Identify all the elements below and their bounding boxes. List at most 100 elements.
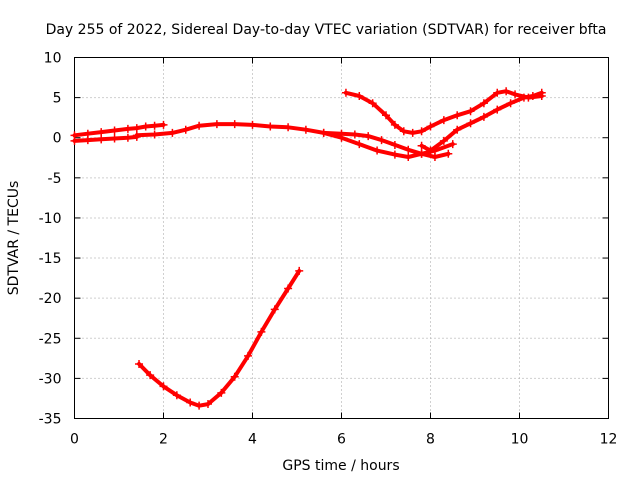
y-tick-label: -30	[39, 371, 62, 387]
data-point	[301, 125, 310, 134]
data-point	[368, 99, 377, 108]
data-point	[373, 146, 382, 155]
data-point	[110, 126, 119, 135]
data-point	[417, 127, 426, 136]
y-tick-label: 5	[53, 91, 62, 107]
data-point	[506, 99, 515, 108]
data-point	[408, 128, 417, 137]
data-point	[132, 131, 141, 140]
y-tick-label: -20	[39, 291, 62, 307]
y-tick-label: 0	[53, 131, 62, 147]
data-point	[453, 125, 462, 134]
data-point	[212, 120, 221, 129]
data-point	[257, 327, 266, 336]
data-point	[319, 128, 328, 137]
data-point	[439, 116, 448, 125]
x-tick-label: 8	[426, 432, 435, 448]
data-point	[83, 136, 92, 145]
data-point	[195, 401, 204, 410]
data-point	[493, 88, 502, 97]
data-point	[382, 111, 390, 120]
x-tick-label: 2	[159, 432, 168, 448]
data-point	[284, 284, 293, 293]
x-tick-label: 10	[511, 432, 529, 448]
data-point	[355, 140, 364, 149]
series-layer	[70, 87, 546, 410]
series-satellite-track-3	[132, 120, 457, 161]
data-point	[168, 128, 177, 137]
data-point	[417, 149, 426, 158]
data-point	[364, 132, 373, 141]
chart-title: Day 255 of 2022, Sidereal Day-to-day VTE…	[46, 22, 607, 38]
data-point	[195, 121, 204, 130]
data-point	[390, 150, 399, 159]
data-point	[341, 88, 350, 97]
data-point	[97, 128, 106, 137]
data-point	[479, 112, 488, 121]
data-point	[266, 122, 275, 131]
data-point	[135, 359, 144, 368]
data-point	[230, 120, 239, 129]
data-point	[466, 107, 475, 116]
data-point	[519, 93, 528, 102]
data-point	[110, 134, 119, 143]
tick-layer: 0 2 4 6 8 10 12 10 5 0 -5 -10 -15 -20 -25 -30 -35	[39, 51, 618, 448]
data-point	[448, 140, 457, 149]
data-point	[390, 120, 399, 129]
data-point	[466, 119, 475, 128]
data-point	[295, 266, 304, 275]
data-point	[172, 391, 181, 400]
data-point	[141, 122, 150, 131]
series-line	[321, 130, 451, 159]
series-satellite-track-5	[341, 87, 546, 137]
data-point	[479, 99, 488, 108]
data-point	[150, 121, 159, 130]
data-point	[426, 122, 435, 131]
data-point	[430, 152, 439, 161]
data-point	[230, 372, 239, 381]
data-point	[284, 123, 293, 132]
data-point	[248, 120, 257, 129]
series-line	[137, 268, 302, 408]
data-point	[537, 88, 546, 97]
data-point	[123, 133, 132, 142]
data-point	[159, 120, 168, 129]
x-tick-label: 4	[248, 432, 257, 448]
x-tick-label: 6	[337, 432, 346, 448]
data-point	[181, 125, 190, 134]
series-satellite-track-6	[417, 88, 546, 155]
data-point	[217, 388, 226, 397]
data-point	[146, 371, 155, 380]
data-point	[404, 145, 413, 154]
data-point	[244, 351, 253, 360]
data-point	[404, 152, 413, 161]
data-point	[70, 136, 79, 145]
data-point	[355, 92, 364, 101]
data-point	[399, 127, 408, 136]
data-point	[150, 130, 159, 139]
data-point	[417, 141, 426, 150]
data-point	[204, 400, 212, 409]
data-point	[528, 92, 537, 101]
y-tick-label: -35	[39, 412, 62, 428]
grid-layer	[74, 57, 609, 419]
data-point	[511, 90, 520, 99]
y-tick-label: 10	[44, 51, 62, 67]
data-point	[502, 87, 511, 96]
y-tick-label: -5	[48, 171, 62, 187]
y-tick-label: -25	[39, 331, 62, 347]
series-satellite-track-4	[319, 128, 453, 161]
data-point	[159, 382, 168, 391]
data-point	[426, 146, 435, 155]
x-tick-label: 12	[600, 432, 618, 448]
series-satellite-track-7	[135, 266, 304, 410]
data-point	[337, 129, 346, 138]
data-point	[132, 124, 141, 133]
data-point	[377, 136, 386, 145]
data-point	[493, 105, 502, 114]
data-point	[453, 111, 462, 120]
data-point	[270, 305, 279, 314]
data-point	[350, 130, 359, 139]
y-tick-label: -15	[39, 251, 62, 267]
